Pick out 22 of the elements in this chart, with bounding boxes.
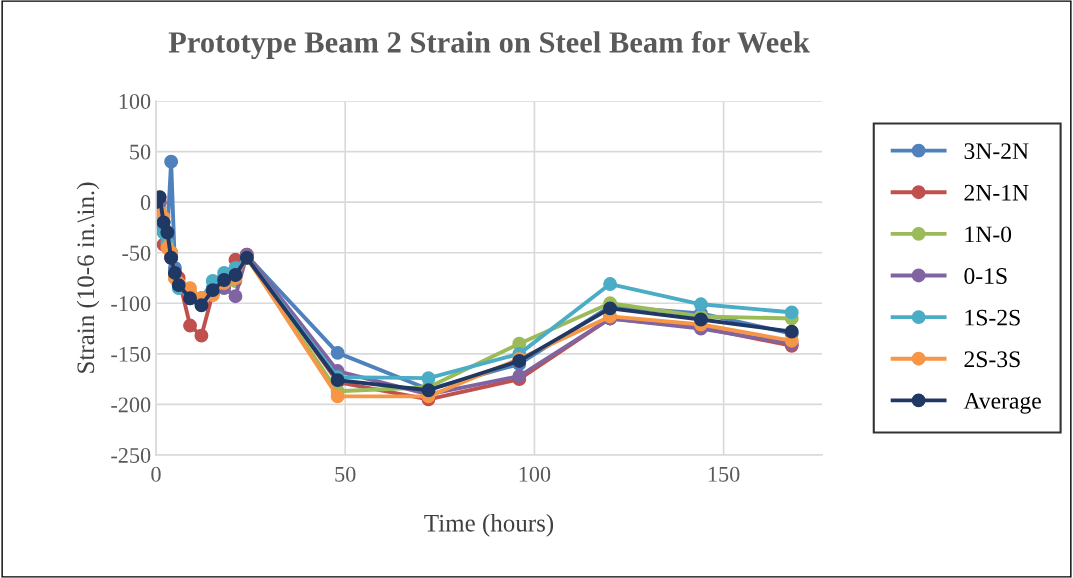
y-axis-title: Strain (10-6 in.\in.) xyxy=(76,182,100,373)
y-tick-label: 100 xyxy=(119,93,151,109)
legend-label: 0-1S xyxy=(964,268,1007,284)
chart-title: Prototype Beam 2 Strain on Steel Beam for Week xyxy=(168,30,810,59)
y-tick-label: -250 xyxy=(111,447,151,463)
legend-label: 2N-1N xyxy=(964,184,1029,201)
legend-label: 3N-2N xyxy=(964,143,1029,160)
y-tick-label: 50 xyxy=(130,144,151,160)
x-tick-label: 150 xyxy=(708,466,740,482)
y-tick-label: -200 xyxy=(111,397,151,413)
legend-label: 1S-2S xyxy=(965,309,1020,326)
x-tick-label: 50 xyxy=(335,466,356,482)
y-tick-label: 0 xyxy=(140,195,151,211)
legend-label: 1N-0 xyxy=(965,226,1012,243)
y-tick-label: -100 xyxy=(111,296,151,312)
y-tick-label: -150 xyxy=(111,346,151,362)
legend-label: Average xyxy=(963,393,1041,414)
x-axis-title: Time (hours) xyxy=(424,514,554,537)
x-tick-label: 100 xyxy=(519,466,551,482)
legend-label: 2S-3S xyxy=(964,351,1020,368)
x-tick-label: 0 xyxy=(151,466,161,482)
y-tick-label: -50 xyxy=(122,245,151,261)
